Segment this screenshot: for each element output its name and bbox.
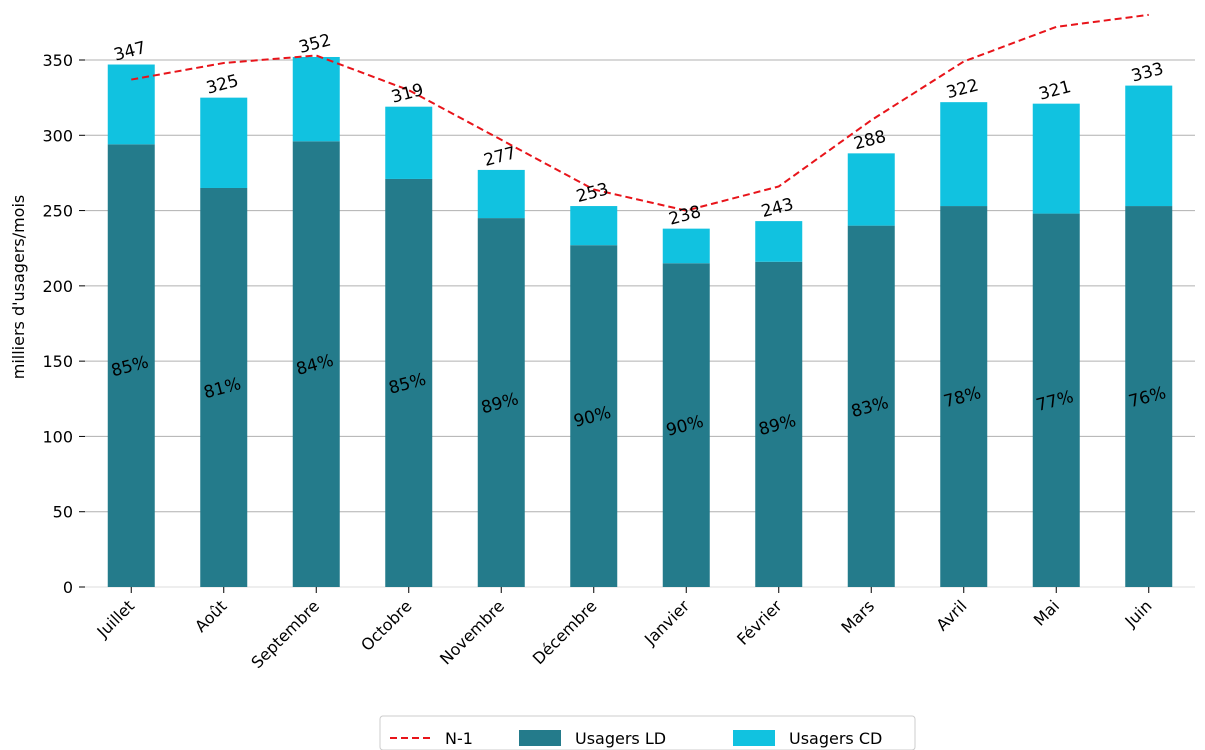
y-tick-label: 200 [42, 277, 73, 296]
bar-usagers-ld [940, 206, 988, 587]
x-tick-label: Mars [837, 596, 878, 637]
total-label: 322 [944, 75, 981, 103]
bar-usagers-cd [570, 206, 618, 246]
legend-cd-swatch [733, 730, 775, 746]
bar-usagers-cd [847, 153, 895, 226]
y-tick-label: 250 [42, 202, 73, 221]
y-tick-label: 350 [42, 51, 73, 70]
legend-n1-label: N-1 [445, 729, 473, 748]
bar-usagers-cd [755, 221, 803, 262]
total-label: 321 [1037, 77, 1074, 105]
x-tick-label: Septembre [247, 596, 323, 672]
legend-ld-swatch [519, 730, 561, 746]
total-label: 325 [204, 71, 241, 99]
bar-usagers-ld [292, 141, 340, 587]
bar-usagers-ld [385, 178, 433, 588]
y-gridlines [85, 59, 1195, 588]
y-axis-label: milliers d'usagers/mois [9, 195, 28, 380]
bar-usagers-cd [477, 169, 525, 219]
bar-usagers-cd [662, 228, 710, 264]
y-axis: 0 50 100 150 200 250 300 350 [42, 51, 85, 597]
n1-line [131, 13, 1149, 212]
x-tick-label: Mai [1030, 596, 1063, 629]
bar-usagers-cd [385, 106, 433, 179]
bars [107, 56, 1173, 588]
x-tick-label: Juillet [93, 596, 138, 641]
y-tick-label: 100 [42, 427, 73, 446]
bar-usagers-cd [292, 56, 340, 142]
y-tick-label: 0 [63, 578, 73, 597]
bar-usagers-ld [662, 263, 710, 587]
y-tick-label: 50 [53, 503, 73, 522]
total-label: 333 [1129, 59, 1166, 87]
x-tick-label: Août [191, 596, 231, 636]
bar-usagers-cd [1032, 103, 1080, 214]
bar-usagers-ld [570, 245, 618, 587]
bar-usagers-ld [107, 144, 155, 587]
x-axis: Juillet Août Septembre Octobre Novembre Décem… [93, 587, 1156, 672]
total-label: 352 [297, 30, 334, 58]
legend-frame [379, 715, 916, 750]
x-tick-label: Février [733, 596, 786, 649]
total-label: 253 [574, 179, 611, 207]
bar-usagers-cd [200, 97, 248, 188]
total-label: 277 [482, 143, 519, 171]
bar-usagers-ld [1125, 206, 1173, 587]
y-tick-label: 300 [42, 126, 73, 145]
bar-usagers-ld [847, 225, 895, 587]
x-tick-label: Avril [932, 596, 970, 634]
legend-ld-label: Usagers LD [575, 729, 666, 748]
bar-usagers-ld [200, 187, 248, 587]
legend-cd-label: Usagers CD [789, 729, 882, 748]
data-labels: 34785%32581%35284%31985%27789%25390%2389… [109, 30, 1168, 441]
n1-line-path [131, 13, 1149, 212]
bar-usagers-cd [107, 64, 155, 145]
bar-usagers-ld [1032, 213, 1080, 587]
x-tick-label: Décembre [529, 596, 601, 668]
total-label: 347 [112, 38, 149, 66]
total-label: 243 [759, 194, 796, 222]
bar-usagers-ld [755, 261, 803, 587]
bar-usagers-cd [940, 102, 988, 207]
x-tick-label: Novembre [436, 596, 508, 668]
x-tick-label: Juin [1121, 596, 1156, 631]
x-tick-label: Octobre [357, 596, 415, 654]
bar-usagers-cd [1125, 85, 1173, 207]
x-tick-label: Janvier [640, 596, 693, 649]
y-tick-label: 150 [42, 352, 73, 371]
total-label: 238 [667, 202, 704, 230]
bar-usagers-ld [477, 218, 525, 587]
legend: N-1 Usagers LD Usagers CD [379, 715, 916, 750]
